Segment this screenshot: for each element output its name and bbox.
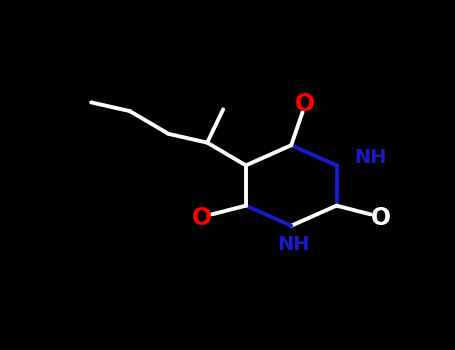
Text: O: O — [370, 206, 391, 230]
Text: NH: NH — [277, 236, 310, 254]
Text: O: O — [192, 206, 212, 230]
Text: O: O — [295, 92, 315, 116]
Text: NH: NH — [354, 148, 387, 167]
